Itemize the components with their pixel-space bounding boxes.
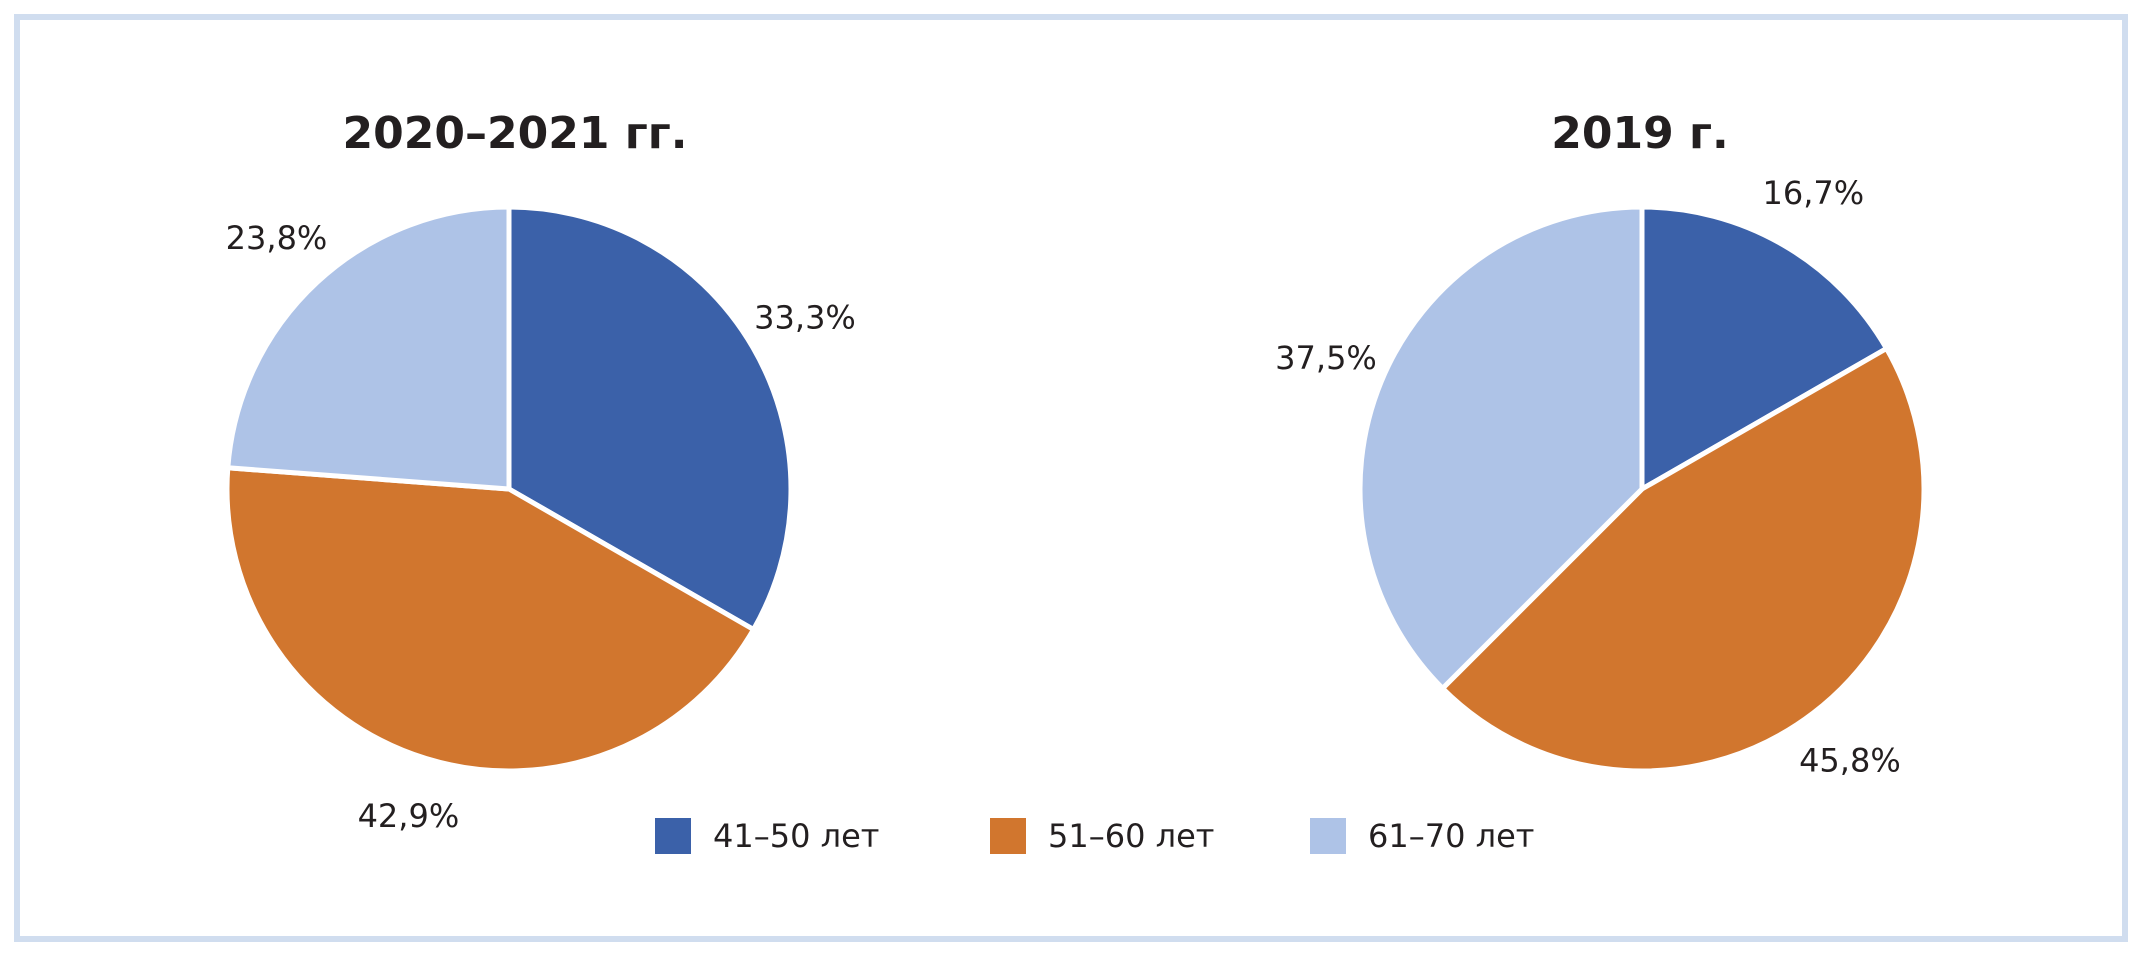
legend-swatch [990, 818, 1026, 854]
pie-slice-1 [1639, 204, 1890, 492]
pie-chart-2020-2021: 2020–2021 гг. 33,3% 42,9% 23,8% [224, 108, 856, 835]
chart-title: 2020–2021 гг. [343, 108, 688, 159]
legend: 41–50 лет 51–60 лет 61–70 лет [655, 817, 1534, 855]
pie-chart-2019: 2019 г. 16,7% 45,8% 37,5% [1275, 108, 1927, 780]
data-label: 16,7% [1762, 174, 1864, 212]
pie-slice-1 [506, 204, 794, 632]
chart-title: 2019 г. [1551, 108, 1728, 159]
data-label: 45,8% [1799, 742, 1901, 780]
legend-swatch [1310, 818, 1346, 854]
data-label: 42,9% [358, 797, 460, 835]
legend-item-61-70: 61–70 лет [1310, 817, 1534, 855]
pie-slice-3 [1357, 204, 1645, 691]
pie-slice-3 [225, 204, 512, 492]
legend-swatch [655, 818, 691, 854]
data-label: 33,3% [754, 299, 856, 337]
legend-label: 61–70 лет [1368, 817, 1534, 855]
legend-item-41-50: 41–50 лет [655, 817, 879, 855]
legend-label: 41–50 лет [713, 817, 879, 855]
pie-slice-2 [1440, 346, 1927, 774]
data-label: 23,8% [226, 219, 328, 257]
legend-item-51-60: 51–60 лет [990, 817, 1214, 855]
legend-label: 51–60 лет [1048, 817, 1214, 855]
data-label: 37,5% [1275, 339, 1377, 377]
pie-slice-2 [224, 465, 757, 774]
